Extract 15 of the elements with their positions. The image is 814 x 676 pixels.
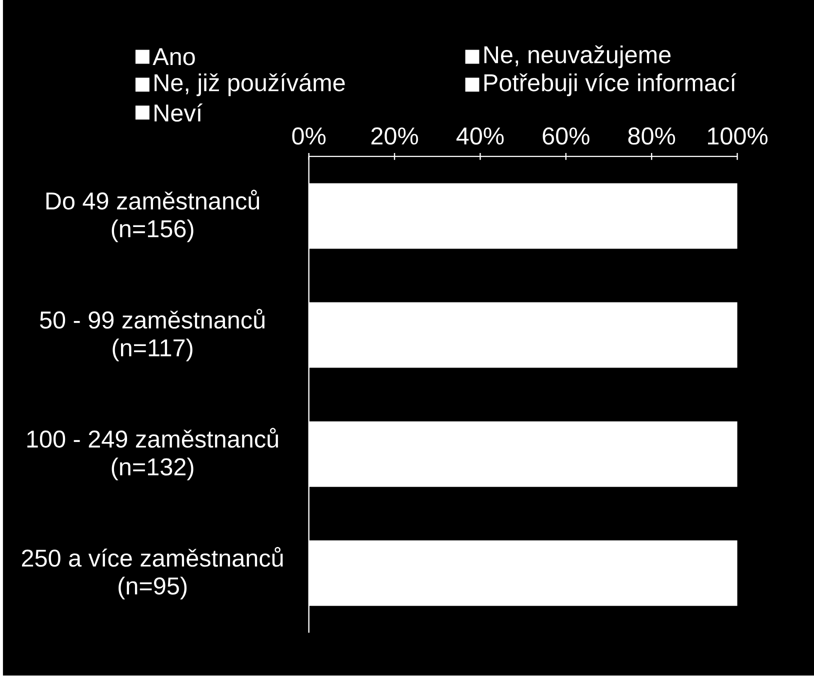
x-tick-label: 20% [371,128,418,145]
legend-label: Potřebuji více informací [484,73,736,96]
legend-label: Ne, neuvažujeme [484,46,671,68]
y-tick-label: 100 - 249 zaměstnanců (n=132) [27,428,278,481]
legend-label: Ne, již používáme [154,73,345,96]
y-tick-label: 250 a více zaměstnanců (n=95) [22,547,283,600]
x-tick-label: 0% [292,128,326,145]
y-tick-label: Do 49 zaměstnanců (n=156) [46,190,260,242]
legend-label: Neví [154,104,202,122]
x-tick-label: 40% [456,128,504,145]
x-tick-label: 60% [542,128,590,145]
x-tick-label: 80% [628,128,676,145]
y-tick-label: 50 - 99 zaměstnanců (n=117) [40,309,264,362]
x-tick-label: 100% [708,128,768,145]
legend-label: Ano [152,48,195,66]
